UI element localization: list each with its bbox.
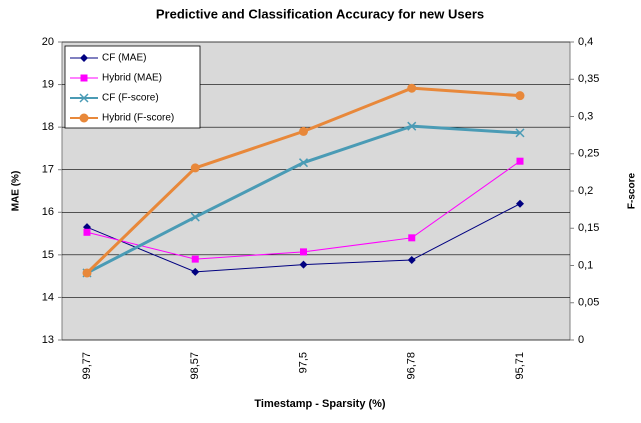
y-tick-label: 20 [42,36,54,48]
y2-tick-label: 0,25 [578,148,599,160]
y2-tick-label: 0,3 [578,110,593,122]
legend-label: CF (F-score) [102,93,159,104]
y-tick-label: 14 [42,291,54,303]
x-tick-label: 95,71 [514,352,526,380]
legend-label: CF (MAE) [102,53,146,64]
data-point [300,248,307,256]
y2-tick-label: 0,15 [578,222,599,234]
chart-title: Predictive and Classification Accuracy f… [156,6,484,21]
data-point [191,255,199,263]
legend: CF (MAE) Hybrid (MAE) CF (F-score) Hybrid (… [64,45,201,129]
x-axis-title: Timestamp - Sparsity (%) [254,398,386,410]
data-point [190,163,200,173]
x-tick-label: 96,78 [406,352,418,380]
x-tick-label: 99,77 [81,352,93,380]
y-axis-title: MAE (%) [11,171,22,212]
legend-label: Hybrid (F-score) [102,113,174,124]
legend-marker [80,74,88,82]
y2-axis-title: F-score [627,173,638,210]
y2-tick-label: 0,2 [578,185,593,197]
data-point [407,255,416,264]
legend-marker [80,54,88,62]
data-point [515,128,525,138]
y2-tick-label: 0,1 [578,259,593,271]
data-point [407,121,417,131]
data-point [191,267,200,276]
x-tick-label: 97,5 [297,352,309,373]
y-tick-label: 18 [42,121,54,133]
legend-box [64,45,201,129]
data-point [298,158,309,168]
data-point [83,228,91,236]
legend-label: Hybrid (MAE) [102,73,162,84]
y2-tick-label: 0,35 [578,73,599,85]
data-point [299,260,308,269]
legend-marker [79,93,89,103]
data-point [299,126,308,136]
data-point [515,91,525,101]
y-tick-label: 17 [42,164,54,176]
y2-tick-label: 0 [578,334,584,346]
data-point [408,234,416,242]
data-point [516,199,524,208]
y2-tick-label: 0,4 [578,36,593,48]
data-point [82,268,92,278]
data-point [516,157,524,165]
x-tick-label: 98,57 [189,352,201,380]
legend-marker [79,113,89,123]
data-point [190,212,200,222]
data-point [407,83,417,93]
y2-tick-label: 0,05 [578,297,599,309]
y-tick-label: 19 [42,78,54,90]
y-tick-label: 16 [42,206,54,218]
y-tick-label: 13 [42,334,54,346]
y-tick-label: 15 [42,249,54,261]
